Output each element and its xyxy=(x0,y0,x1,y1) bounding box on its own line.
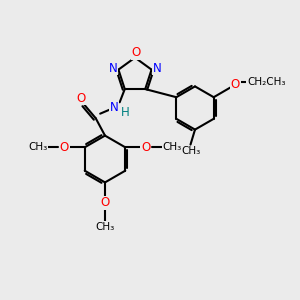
Text: O: O xyxy=(231,78,240,91)
Text: H: H xyxy=(121,106,130,119)
Text: N: N xyxy=(110,101,118,114)
Text: CH₂CH₃: CH₂CH₃ xyxy=(247,77,286,87)
Text: CH₃: CH₃ xyxy=(181,146,200,156)
Text: N: N xyxy=(153,61,161,75)
Text: CH₃: CH₃ xyxy=(28,142,48,152)
Text: O: O xyxy=(60,141,69,154)
Text: O: O xyxy=(132,46,141,59)
Text: CH₃: CH₃ xyxy=(162,142,182,152)
Text: O: O xyxy=(76,92,86,105)
Text: CH₃: CH₃ xyxy=(95,222,115,232)
Text: O: O xyxy=(100,196,109,209)
Text: N: N xyxy=(109,61,117,75)
Text: O: O xyxy=(141,141,150,154)
